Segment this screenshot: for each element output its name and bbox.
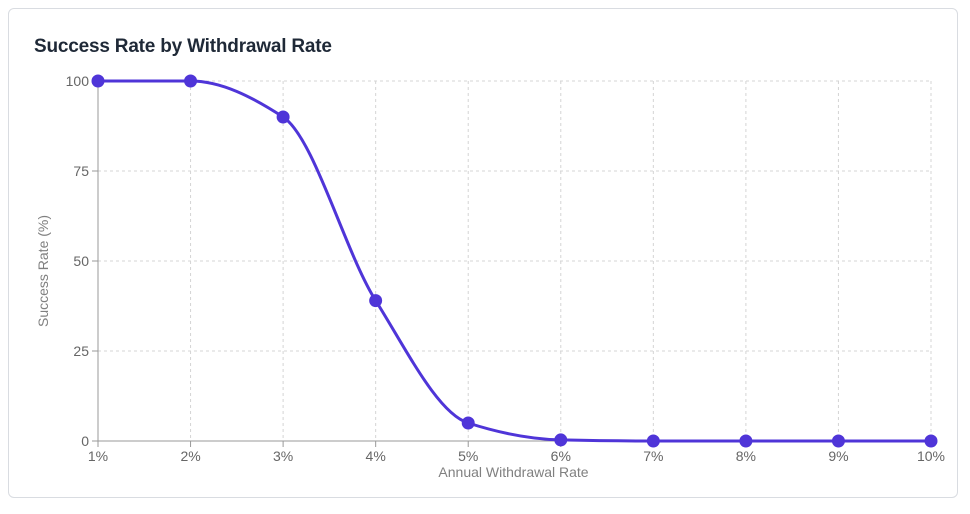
x-tick-label: 9% bbox=[828, 448, 848, 464]
y-tick-label: 50 bbox=[73, 253, 89, 269]
x-tick-label: 1% bbox=[88, 448, 108, 464]
x-axis-title: Annual Withdrawal Rate bbox=[438, 464, 588, 480]
y-tick-label: 25 bbox=[73, 343, 89, 359]
data-point bbox=[831, 434, 845, 448]
data-point bbox=[461, 416, 475, 430]
x-tick-label: 10% bbox=[917, 448, 945, 464]
x-tick-label: 4% bbox=[366, 448, 386, 464]
data-point bbox=[369, 294, 383, 308]
data-point bbox=[554, 433, 568, 447]
data-point bbox=[91, 74, 105, 88]
data-point bbox=[184, 74, 198, 88]
data-point bbox=[646, 434, 660, 448]
chart-title: Success Rate by Withdrawal Rate bbox=[34, 36, 332, 57]
x-tick-label: 7% bbox=[643, 448, 663, 464]
data-point bbox=[739, 434, 753, 448]
data-point bbox=[924, 434, 938, 448]
data-point bbox=[276, 110, 290, 124]
x-tick-label: 2% bbox=[180, 448, 200, 464]
x-tick-label: 8% bbox=[736, 448, 756, 464]
chart-card: Success Rate by Withdrawal Rate bbox=[8, 8, 958, 498]
x-tick-label: 5% bbox=[458, 448, 478, 464]
y-tick-label: 100 bbox=[66, 73, 90, 89]
x-tick-label: 3% bbox=[273, 448, 293, 464]
y-axis-title: Success Rate (%) bbox=[35, 215, 51, 327]
y-tick-label: 0 bbox=[81, 433, 89, 449]
x-tick-label: 6% bbox=[551, 448, 571, 464]
y-tick-label: 75 bbox=[73, 163, 89, 179]
